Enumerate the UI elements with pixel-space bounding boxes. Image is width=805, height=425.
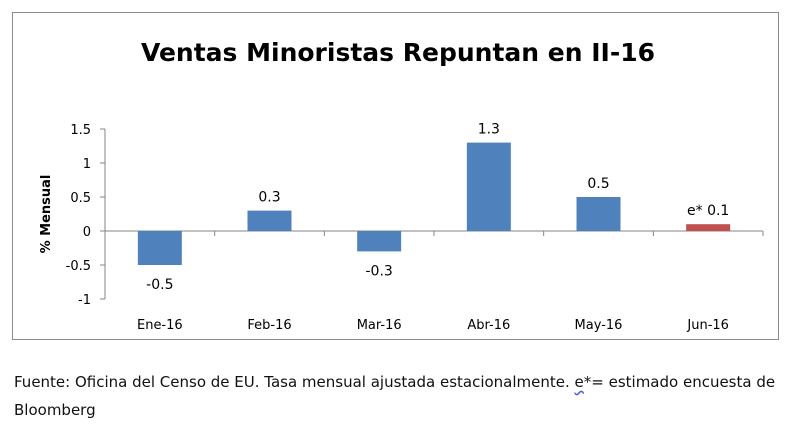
bar bbox=[247, 210, 292, 231]
bar-chart: Ventas Minoristas Repuntan en II-16 % Men… bbox=[39, 38, 764, 333]
footnote-text-end: *= estimado encuesta de Bloomberg bbox=[14, 373, 776, 419]
y-axis-title: % Mensual bbox=[39, 175, 54, 254]
bar bbox=[576, 197, 621, 231]
y-tick-label: -0.5 bbox=[66, 259, 91, 274]
y-tick-label: 0 bbox=[83, 225, 91, 240]
x-tick-label: Jun-16 bbox=[686, 318, 729, 333]
y-tick-label: -1 bbox=[78, 293, 91, 308]
x-tick-label: Mar-16 bbox=[357, 318, 402, 333]
bar bbox=[466, 142, 511, 231]
data-label: 0.5 bbox=[587, 176, 609, 192]
bar bbox=[357, 231, 402, 252]
bar bbox=[686, 224, 731, 231]
x-tick-label: Abr-16 bbox=[467, 318, 510, 333]
data-label: -0.3 bbox=[366, 263, 393, 279]
y-tick-label: 0.5 bbox=[70, 191, 91, 206]
x-tick-label: Feb-16 bbox=[247, 318, 291, 333]
bar bbox=[137, 231, 182, 265]
y-tick-label: 1.5 bbox=[70, 123, 91, 138]
y-tick-label: 1 bbox=[83, 157, 91, 172]
chart-title: Ventas Minoristas Repuntan en II-16 bbox=[141, 38, 655, 67]
footnote-text: Fuente: Oficina del Censo de EU. Tasa me… bbox=[14, 373, 575, 391]
chart-frame: Ventas Minoristas Repuntan en II-16 % Men… bbox=[12, 12, 779, 340]
data-label: 0.3 bbox=[258, 190, 280, 206]
source-footnote: Fuente: Oficina del Censo de EU. Tasa me… bbox=[14, 368, 799, 424]
x-tick-label: Ene-16 bbox=[137, 318, 183, 333]
footnote-e-marker: e bbox=[574, 373, 584, 391]
data-label: 1.3 bbox=[478, 122, 500, 138]
data-label: e* 0.1 bbox=[687, 203, 729, 219]
data-label: -0.5 bbox=[146, 277, 173, 293]
x-tick-label: May-16 bbox=[575, 318, 623, 333]
